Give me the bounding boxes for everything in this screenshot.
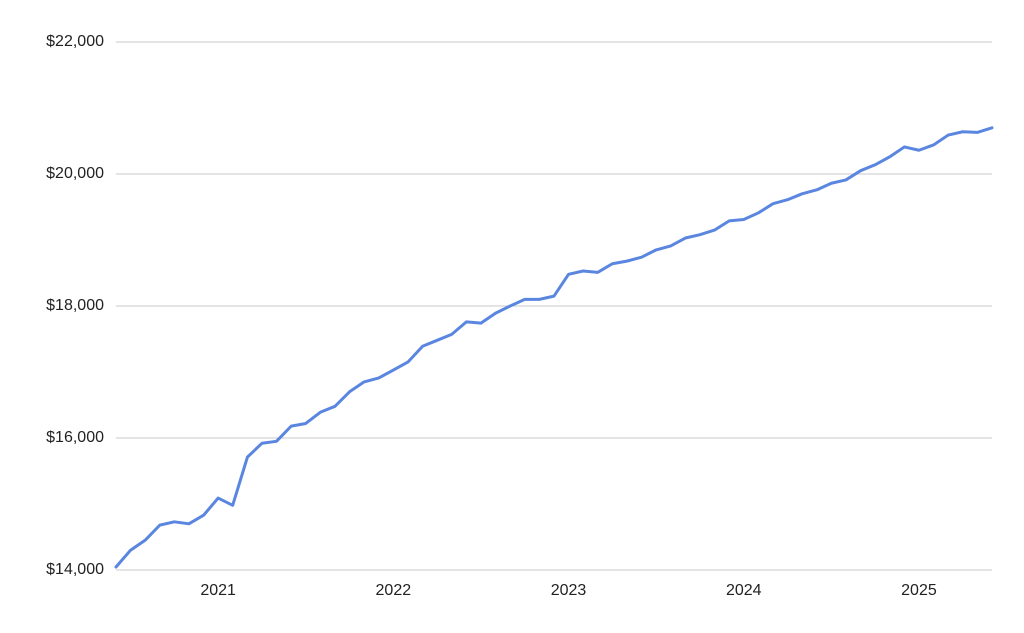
x-tick-label: 2025 — [901, 582, 937, 599]
y-tick-label: $20,000 — [46, 165, 104, 182]
x-tick-label: 2023 — [551, 582, 587, 599]
x-tick-label: 2021 — [200, 582, 236, 599]
y-tick-label: $16,000 — [46, 429, 104, 446]
y-tick-label: $18,000 — [46, 297, 104, 314]
x-tick-label: 2022 — [376, 582, 412, 599]
y-tick-label: $22,000 — [46, 33, 104, 50]
x-tick-label: 2024 — [726, 582, 762, 599]
line-series — [114, 126, 994, 569]
y-tick-label: $14,000 — [46, 561, 104, 578]
